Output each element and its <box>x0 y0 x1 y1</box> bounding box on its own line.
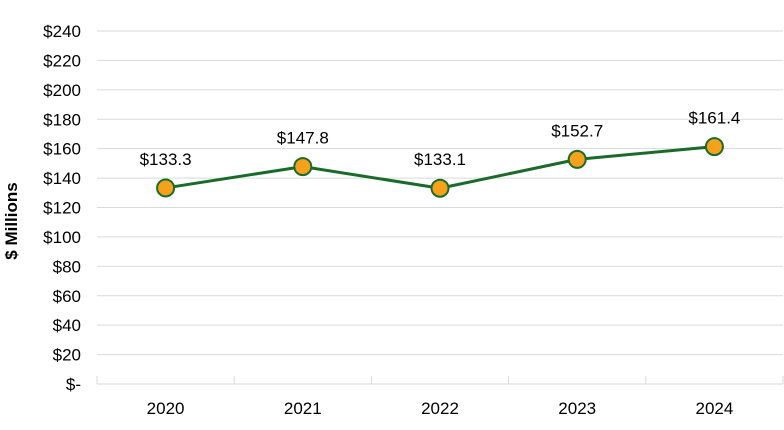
data-point <box>567 149 587 169</box>
x-tick-label: 2020 <box>147 399 185 418</box>
y-tick-label: $120 <box>43 199 81 218</box>
y-tick-label: $160 <box>43 140 81 159</box>
data-label: $133.3 <box>140 150 192 169</box>
y-tick-label: $20 <box>53 346 81 365</box>
y-tick-label: $220 <box>43 51 81 70</box>
y-tick-label: $80 <box>53 257 81 276</box>
y-tick-label: $200 <box>43 81 81 100</box>
x-axis: 2020 2021 2022 2023 2024 <box>96 376 784 418</box>
y-axis-ticks: $- $20 $40 $60 $80 $100 $120 $140 $160 $180 $200 $2… <box>43 22 81 394</box>
y-tick-label: $60 <box>53 287 81 306</box>
data-point <box>156 178 176 198</box>
x-tick-label: 2024 <box>695 399 733 418</box>
data-point <box>430 178 450 198</box>
y-tick-label: $180 <box>43 110 81 129</box>
data-label: $147.8 <box>277 129 329 148</box>
x-tick-label: 2022 <box>421 399 459 418</box>
data-point <box>704 137 724 157</box>
y-tick-label: $- <box>66 375 81 394</box>
gridlines <box>97 30 783 356</box>
data-label: $152.7 <box>551 121 603 140</box>
y-tick-label: $240 <box>43 22 81 41</box>
x-tick-label: 2023 <box>558 399 596 418</box>
y-tick-label: $140 <box>43 169 81 188</box>
y-tick-label: $100 <box>43 228 81 247</box>
data-markers <box>156 137 724 198</box>
data-label: $133.1 <box>414 150 466 169</box>
y-tick-label: $40 <box>53 316 81 335</box>
y-axis-label: $ Millions <box>2 182 21 259</box>
x-tick-label: 2021 <box>284 399 322 418</box>
data-labels: $133.3 $147.8 $133.1 $152.7 $161.4 <box>140 109 741 170</box>
data-label: $161.4 <box>688 109 740 128</box>
data-point <box>293 157 313 177</box>
